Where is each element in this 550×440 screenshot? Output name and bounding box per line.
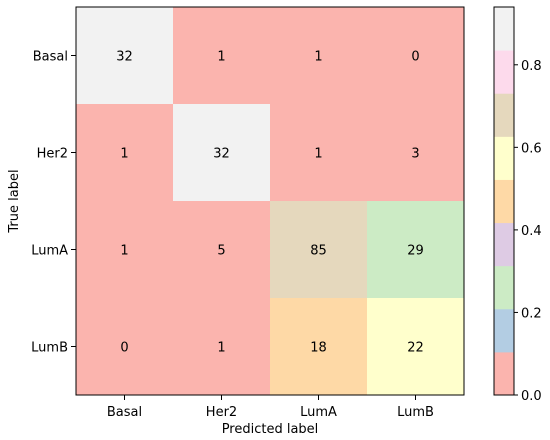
y-tick-label: Her2 (37, 147, 68, 162)
cell-value-label: 0 (120, 341, 128, 356)
cell-value-label: 18 (310, 341, 327, 356)
colorbar: 0.0 0.2 0.4 0.6 0.8 (493, 6, 542, 404)
cell-value-label: 22 (407, 341, 424, 356)
colorbar-tick-label: 0.6 (521, 141, 542, 156)
colorbar-segment (494, 50, 514, 94)
cell-value-label: 1 (120, 147, 128, 162)
heatmap-cell (367, 298, 464, 395)
heatmap-cell (76, 201, 173, 298)
colorbar-frame (493, 6, 515, 396)
y-tick-label: LumA (31, 244, 68, 259)
colorbar-segment (494, 93, 514, 137)
heatmap-cell (173, 7, 270, 104)
heatmap-cell (367, 7, 464, 104)
y-axis-ticks: Basal Her2 LumA LumB (31, 50, 76, 356)
colorbar-segment (494, 7, 514, 51)
heatmap-cell (173, 201, 270, 298)
x-axis-ticks: Basal Her2 LumA LumB (107, 395, 434, 420)
heatmap-cell (270, 201, 367, 298)
heatmap-cell (270, 104, 367, 201)
cell-value-label: 1 (120, 244, 128, 259)
colorbar-tick-label: 0.8 (521, 59, 542, 74)
heatmap-cell (76, 7, 173, 104)
cell-value-label: 0 (411, 50, 419, 65)
cell-value-label: 1 (314, 50, 322, 65)
colorbar-segment (494, 351, 514, 396)
heatmap-cell (173, 298, 270, 395)
heatmap-cell (270, 7, 367, 104)
cell-value-label: 5 (217, 244, 225, 259)
x-tick-label: Basal (107, 405, 142, 420)
heatmap-cell (76, 298, 173, 395)
x-tick-label: LumA (300, 405, 337, 420)
cell-value-label: 3 (411, 147, 419, 162)
colorbar-tick-label: 0.2 (521, 306, 542, 321)
cell-value-label: 85 (310, 244, 327, 259)
y-tick-label: Basal (33, 50, 68, 65)
x-tick-label: LumB (397, 405, 434, 420)
cell-value-label: 32 (213, 147, 230, 162)
cell-value-label: 32 (116, 50, 133, 65)
y-axis-title: True label (7, 169, 22, 233)
colorbar-segment (494, 222, 514, 267)
heatmap-cell (173, 104, 270, 201)
cell-value-label: 1 (217, 341, 225, 356)
cell-value-label: 29 (407, 244, 424, 259)
colorbar-segment (494, 179, 514, 224)
heatmap-cell-labels: 32 1 1 0 1 32 1 3 1 5 85 29 0 1 18 22 (116, 50, 424, 356)
y-tick-label: LumB (31, 341, 68, 356)
heatmap-cell (367, 104, 464, 201)
heatmap-cells (76, 7, 464, 395)
heatmap-cell (367, 201, 464, 298)
cell-value-label: 1 (314, 147, 322, 162)
colorbar-tick-label: 0.4 (521, 224, 542, 239)
colorbar-segment (494, 308, 514, 353)
cell-value-label: 1 (217, 50, 225, 65)
x-axis-title: Predicted label (222, 422, 319, 437)
plot-frame (75, 6, 465, 396)
colorbar-tick-label: 0.0 (521, 389, 542, 404)
colorbar-segment (494, 265, 514, 310)
heatmap-cell (270, 298, 367, 395)
heatmap-cell (76, 104, 173, 201)
colorbar-segment (494, 136, 514, 180)
x-tick-label: Her2 (206, 405, 237, 420)
